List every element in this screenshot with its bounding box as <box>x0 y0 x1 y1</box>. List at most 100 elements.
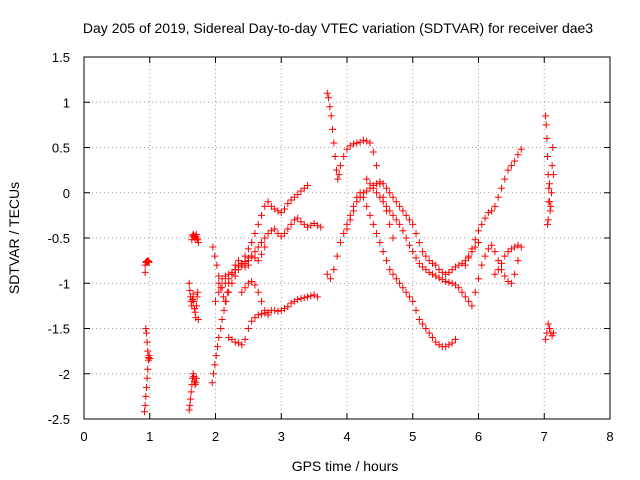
data-point <box>409 297 417 305</box>
data-point <box>350 140 358 148</box>
data-point <box>481 214 489 222</box>
data-point <box>405 216 413 224</box>
y-axis-label: SDTVAR / TECUs <box>6 182 22 294</box>
data-point <box>310 291 318 299</box>
data-point <box>356 193 364 201</box>
data-point <box>261 243 269 251</box>
data-point <box>215 279 223 287</box>
data-point <box>514 241 522 249</box>
y-tick-label: 0 <box>63 186 70 201</box>
data-point <box>244 325 252 332</box>
data-point <box>507 245 515 253</box>
data-point <box>544 320 552 328</box>
data-point <box>547 189 555 197</box>
data-point <box>544 220 552 228</box>
x-tick-label: 6 <box>475 429 482 444</box>
data-point <box>422 325 430 332</box>
data-point <box>191 308 199 316</box>
series-sat-k <box>238 277 272 319</box>
x-tick-label: 3 <box>278 429 285 444</box>
data-point <box>451 263 459 271</box>
data-point <box>353 139 361 147</box>
data-point <box>481 252 489 260</box>
data-point <box>438 276 446 284</box>
data-point <box>261 306 269 314</box>
data-point <box>465 297 473 305</box>
data-point <box>208 379 216 387</box>
data-point <box>317 223 325 231</box>
series-sat-m <box>323 189 459 351</box>
data-point <box>144 353 152 361</box>
data-point <box>356 138 364 146</box>
data-point <box>412 306 420 314</box>
data-point <box>366 211 374 219</box>
data-point <box>546 207 554 215</box>
data-point <box>549 329 557 337</box>
data-point <box>399 227 407 235</box>
data-point <box>211 252 219 260</box>
data-point <box>186 286 194 294</box>
data-point <box>254 288 262 296</box>
axis-ticks <box>83 56 611 420</box>
data-point <box>544 216 552 224</box>
grid-lines <box>84 57 610 419</box>
data-point <box>501 175 509 183</box>
data-point <box>428 270 436 278</box>
data-point <box>373 189 381 197</box>
data-point <box>346 216 354 224</box>
data-point <box>186 401 194 409</box>
data-point <box>277 209 285 217</box>
data-point <box>366 180 374 188</box>
data-point <box>323 270 331 278</box>
data-point <box>488 207 496 215</box>
data-point <box>248 317 256 325</box>
data-point <box>264 311 272 319</box>
data-point <box>284 200 292 208</box>
series-sat-l <box>323 89 397 242</box>
data-point <box>392 216 400 224</box>
data-point <box>300 294 308 302</box>
data-point <box>248 239 256 247</box>
data-point <box>392 198 400 206</box>
y-tick-label: 0.5 <box>52 141 70 156</box>
data-point <box>396 202 404 210</box>
data-point <box>475 227 482 235</box>
data-point <box>231 266 239 274</box>
data-point <box>248 252 256 260</box>
data-point <box>334 175 342 183</box>
data-point <box>313 293 321 301</box>
data-point <box>432 261 440 269</box>
data-point <box>281 229 289 237</box>
data-point <box>549 171 557 179</box>
data-point <box>504 277 512 285</box>
data-point <box>290 216 298 224</box>
data-point <box>498 184 506 192</box>
data-point <box>461 261 469 269</box>
y-tick-label: -0.5 <box>48 231 70 246</box>
data-point <box>251 248 259 256</box>
x-tick-label: 8 <box>606 429 613 444</box>
data-point <box>350 207 358 215</box>
data-point <box>546 325 554 332</box>
data-point <box>542 335 550 343</box>
data-point <box>146 354 154 362</box>
data-point <box>386 189 394 197</box>
data-point <box>405 241 413 249</box>
data-point <box>254 220 262 228</box>
data-point <box>333 252 341 260</box>
data-point <box>261 234 269 242</box>
data-point <box>258 239 266 247</box>
data-point <box>141 268 149 276</box>
data-point <box>494 193 502 201</box>
data-point <box>142 325 150 332</box>
series-sat-g <box>209 243 269 305</box>
data-point <box>488 241 496 249</box>
data-point <box>254 243 262 251</box>
data-point <box>386 220 394 228</box>
data-point <box>241 284 249 292</box>
data-point <box>142 329 150 337</box>
data-point <box>435 341 443 349</box>
data-point <box>458 288 466 296</box>
data-point <box>386 266 394 274</box>
